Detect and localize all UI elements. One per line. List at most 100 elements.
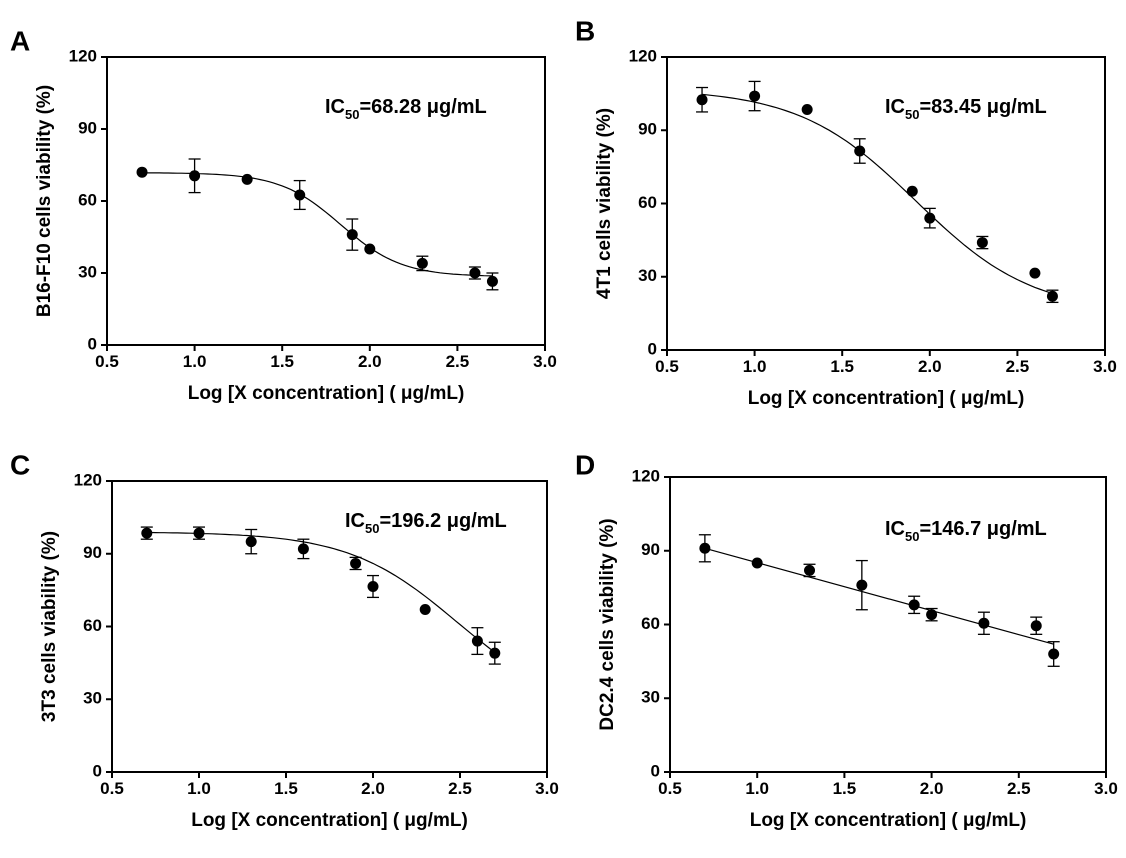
y-tick-label: 120 <box>74 470 102 489</box>
x-tick-label: 3.0 <box>1094 779 1118 798</box>
x-tick-label: 2.0 <box>361 779 385 798</box>
fit-curve <box>141 172 493 277</box>
x-tick-label: 0.5 <box>100 779 124 798</box>
x-tick-label: 0.5 <box>658 779 682 798</box>
ic50-prefix: IC <box>325 96 345 118</box>
data-point <box>297 543 309 555</box>
data-point <box>346 229 358 241</box>
y-tick-label: 30 <box>78 262 97 281</box>
x-axis-title: Log [X concentration] ( μg/mL) <box>188 383 465 404</box>
y-tick-label: 0 <box>88 334 97 353</box>
panel-d: D 0.5 1.0 1.5 2.0 2.5 3.0 0 30 60 90 120 Log [X conc… <box>575 449 1118 831</box>
ic50-value: =68.28 μg/mL <box>359 96 486 118</box>
x-tick-label: 3.0 <box>1093 357 1117 376</box>
x-tick-label: 1.5 <box>274 779 298 798</box>
panel-a: A 0.5 1.0 1.5 2.0 2.5 3.0 0 30 60 90 120 Log [X conc… <box>10 25 557 404</box>
ic50-prefix: IC <box>345 510 365 532</box>
x-tick-label: 2.0 <box>358 352 382 371</box>
x-tick-label: 2.5 <box>1007 779 1031 798</box>
ic50-prefix: IC <box>885 96 905 118</box>
data-point <box>749 90 761 102</box>
x-tick-label: 1.5 <box>833 779 857 798</box>
data-point <box>469 267 481 279</box>
x-tick-label: 1.0 <box>187 779 211 798</box>
x-tick-label: 2.5 <box>1006 357 1030 376</box>
data-point <box>294 189 306 201</box>
x-tick-label: 1.0 <box>745 779 769 798</box>
data-point <box>1030 620 1042 632</box>
data-point <box>854 145 866 157</box>
ic50-subscript: 50 <box>905 529 919 544</box>
y-tick-label: 0 <box>93 761 102 780</box>
ic50-annotation: IC50=68.28 μg/mL <box>325 96 487 122</box>
x-tick-label: 0.5 <box>95 352 119 371</box>
data-point <box>416 257 428 269</box>
data-point <box>699 542 711 554</box>
ic50-value: =196.2 μg/mL <box>379 510 506 532</box>
y-tick-label: 120 <box>629 46 657 65</box>
data-point <box>1029 267 1041 279</box>
x-tick-label: 2.0 <box>920 779 944 798</box>
y-tick-label: 120 <box>632 466 660 485</box>
fit-curve <box>704 547 1054 645</box>
data-point <box>906 185 918 197</box>
y-tick-label: 60 <box>83 616 102 635</box>
y-tick-label: 90 <box>78 118 97 137</box>
data-point <box>245 536 257 548</box>
y-tick-label: 0 <box>651 761 660 780</box>
x-axis-title: Log [X concentration] ( μg/mL) <box>750 810 1027 831</box>
ic50-annotation: IC50=83.45 μg/mL <box>885 96 1047 122</box>
data-point <box>419 604 431 616</box>
ic50-subscript: 50 <box>345 107 359 122</box>
y-tick-label: 120 <box>69 46 97 65</box>
y-tick-label: 30 <box>641 688 660 707</box>
panel-b: B 0.5 1.0 1.5 2.0 2.5 3.0 0 30 60 90 120 Log [X conc… <box>575 15 1117 409</box>
y-tick-label: 90 <box>638 120 657 139</box>
data-point <box>471 635 483 647</box>
data-point <box>367 580 379 592</box>
y-axis-title: 4T1 cells viability (%) <box>594 108 615 299</box>
data-point <box>978 617 990 629</box>
data-point <box>696 94 708 106</box>
data-point <box>908 599 920 611</box>
data-point <box>489 647 501 659</box>
data-point <box>350 557 362 569</box>
x-tick-label: 0.5 <box>655 357 679 376</box>
ic50-subscript: 50 <box>905 107 919 122</box>
x-tick-label: 2.5 <box>448 779 472 798</box>
x-tick-label: 1.0 <box>183 352 207 371</box>
x-tick-label: 1.0 <box>743 357 767 376</box>
panel-letter: A <box>10 25 30 56</box>
y-axis-title: 3T3 cells viability (%) <box>39 531 60 722</box>
x-tick-label: 3.0 <box>535 779 559 798</box>
x-tick-label: 2.0 <box>918 357 942 376</box>
x-axis-title: Log [X concentration] ( μg/mL) <box>191 810 468 831</box>
y-axis-title: B16-F10 cells viability (%) <box>34 85 55 317</box>
ic50-annotation: IC50=196.2 μg/mL <box>345 510 507 536</box>
y-tick-label: 60 <box>641 614 660 633</box>
data-point <box>1048 648 1060 660</box>
fit-curve <box>701 93 1053 295</box>
x-tick-label: 3.0 <box>533 352 557 371</box>
y-tick-label: 90 <box>83 543 102 562</box>
panel-letter: B <box>575 15 595 46</box>
data-point <box>136 166 148 178</box>
ic50-subscript: 50 <box>365 521 379 536</box>
x-tick-label: 1.5 <box>270 352 294 371</box>
ic50-annotation: IC50=146.7 μg/mL <box>885 518 1047 544</box>
data-point <box>804 564 816 576</box>
data-point <box>801 103 813 115</box>
y-tick-label: 0 <box>648 339 657 358</box>
data-point <box>926 609 938 621</box>
data-point <box>193 527 205 539</box>
fit-curve <box>146 531 496 653</box>
x-tick-label: 2.5 <box>446 352 470 371</box>
data-point <box>751 557 763 569</box>
ic50-value: =146.7 μg/mL <box>919 518 1046 540</box>
ic50-value: =83.45 μg/mL <box>919 96 1046 118</box>
data-point <box>856 579 868 591</box>
data-point <box>241 173 253 185</box>
data-point <box>976 237 988 249</box>
y-tick-label: 60 <box>78 190 97 209</box>
